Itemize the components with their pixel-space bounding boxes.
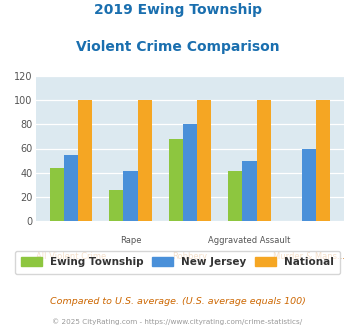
Bar xyxy=(242,161,257,221)
Text: © 2025 CityRating.com - https://www.cityrating.com/crime-statistics/: © 2025 CityRating.com - https://www.city… xyxy=(53,318,302,325)
Bar xyxy=(64,154,78,221)
Text: Murder & Mans...: Murder & Mans... xyxy=(273,252,345,261)
Bar xyxy=(302,148,316,221)
Bar xyxy=(257,100,271,221)
Bar xyxy=(316,100,330,221)
Text: Violent Crime Comparison: Violent Crime Comparison xyxy=(76,40,279,53)
Bar xyxy=(123,172,138,221)
Bar xyxy=(138,100,152,221)
Bar xyxy=(169,139,183,221)
Text: 2019 Ewing Township: 2019 Ewing Township xyxy=(93,3,262,17)
Text: Compared to U.S. average. (U.S. average equals 100): Compared to U.S. average. (U.S. average … xyxy=(50,297,305,306)
Bar xyxy=(197,100,211,221)
Bar xyxy=(183,124,197,221)
Text: Aggravated Assault: Aggravated Assault xyxy=(208,236,291,245)
Bar xyxy=(228,172,242,221)
Bar xyxy=(78,100,92,221)
Legend: Ewing Township, New Jersey, National: Ewing Township, New Jersey, National xyxy=(15,251,340,274)
Bar xyxy=(109,190,123,221)
Bar xyxy=(50,168,64,221)
Text: Rape: Rape xyxy=(120,236,141,245)
Text: Robbery: Robbery xyxy=(173,252,207,261)
Text: All Violent Crime: All Violent Crime xyxy=(36,252,106,261)
